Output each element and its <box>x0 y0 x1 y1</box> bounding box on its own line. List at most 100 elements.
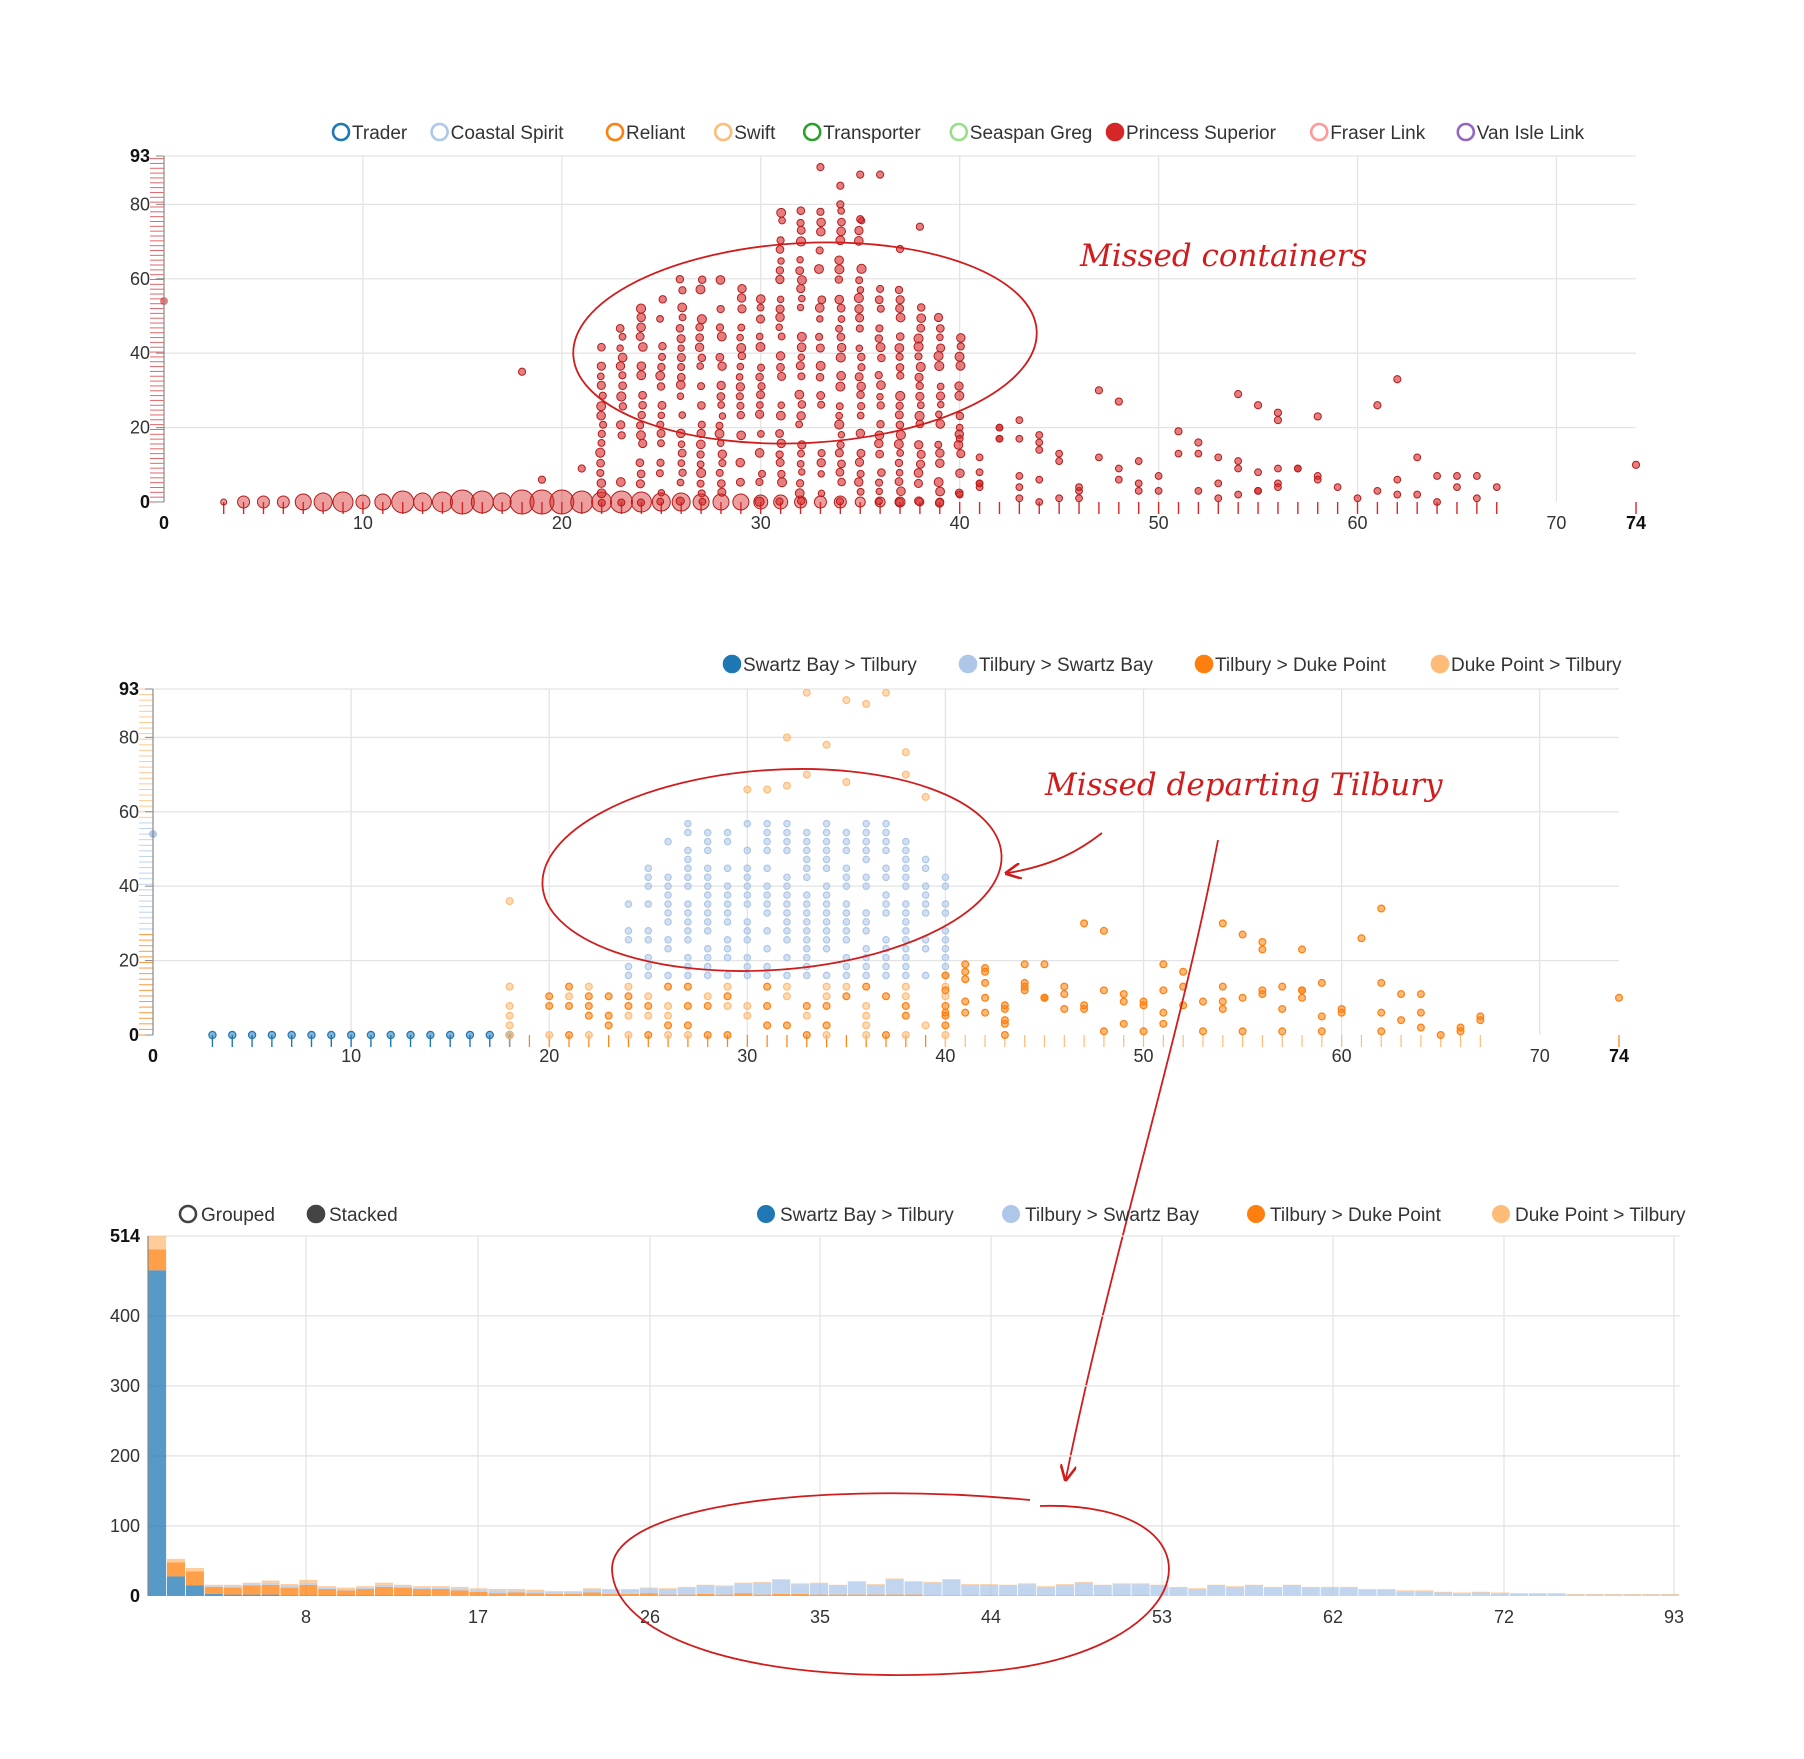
legend-item[interactable]: Tilbury > Swartz Bay <box>1002 1205 1200 1226</box>
data-point <box>584 992 593 1001</box>
legend-item[interactable]: Tilbury > Swartz Bay <box>958 654 1154 676</box>
legend-item[interactable]: Fraser Link <box>1309 122 1426 144</box>
data-point <box>743 882 752 890</box>
data-point <box>604 992 613 1001</box>
legend-item[interactable]: Coastal Spirit <box>430 122 565 144</box>
data-point <box>703 971 712 980</box>
data-point <box>465 1030 475 1040</box>
data-point <box>1055 494 1064 503</box>
legend-routes[interactable]: Swartz Bay > Tilbury Tilbury > Swartz Bay… <box>722 654 1622 676</box>
data-point <box>656 428 666 438</box>
data-point <box>697 489 706 498</box>
data-point <box>854 372 864 382</box>
data-point <box>862 855 870 864</box>
data-point <box>505 1021 514 1030</box>
legend-item[interactable]: Swartz Bay > Tilbury <box>757 1205 954 1226</box>
data-point <box>856 411 865 420</box>
bar <box>337 1590 356 1596</box>
data-point <box>723 837 732 846</box>
data-point <box>1060 1004 1069 1013</box>
bar <box>1036 1586 1056 1596</box>
data-point <box>862 699 871 708</box>
data-point <box>636 469 646 479</box>
bar <box>980 1595 999 1596</box>
data-point <box>862 1030 871 1039</box>
bar <box>393 1584 412 1587</box>
data-point <box>783 873 791 882</box>
data-point <box>1015 416 1024 425</box>
bar <box>1358 1589 1377 1596</box>
legend-item[interactable]: Tilbury > Duke Point <box>1194 654 1387 676</box>
data-point <box>775 429 784 438</box>
data-point <box>1453 483 1461 492</box>
legend-item[interactable]: Princess Superior <box>1105 122 1277 144</box>
bar <box>1396 1591 1415 1596</box>
data-point <box>834 255 844 266</box>
data-point <box>684 953 692 962</box>
bar <box>620 1593 639 1596</box>
data-point <box>596 458 605 468</box>
x-tick-label: 60 <box>1347 513 1367 533</box>
data-point <box>882 819 890 828</box>
data-point <box>617 352 628 363</box>
data-point <box>822 935 831 944</box>
legend-item[interactable]: Swift <box>713 122 776 144</box>
data-point <box>636 322 646 333</box>
data-point <box>935 419 946 429</box>
bar <box>620 1589 639 1594</box>
data-point <box>723 1030 732 1039</box>
data-point <box>895 363 905 372</box>
data-point <box>1274 464 1282 473</box>
data-point <box>834 264 845 275</box>
legend-item[interactable]: Duke Point > Tilbury <box>1430 654 1622 676</box>
legend-item[interactable]: Swartz Bay > Tilbury <box>722 654 917 676</box>
data-point <box>743 962 752 971</box>
bar <box>242 1584 261 1586</box>
legend-marker <box>331 122 351 142</box>
data-point <box>802 846 811 855</box>
data-point <box>723 864 732 873</box>
legend-item[interactable]: Tilbury > Duke Point <box>1247 1205 1442 1226</box>
data-point <box>577 464 586 473</box>
data-point <box>975 479 984 488</box>
legend-label: Reliant <box>626 123 686 144</box>
data-point <box>882 891 890 899</box>
legend-item[interactable]: Transporter <box>802 122 921 144</box>
data-point <box>854 496 866 508</box>
data-point <box>1258 990 1267 999</box>
bar <box>1415 1591 1434 1596</box>
data-point <box>684 846 692 855</box>
data-point <box>921 864 930 873</box>
bar <box>999 1595 1018 1596</box>
data-point <box>902 927 910 935</box>
mode-option-grouped[interactable]: Grouped <box>178 1204 275 1226</box>
data-point <box>1614 993 1623 1002</box>
mode-option-stacked[interactable]: Stacked <box>306 1204 398 1226</box>
legend-vessels[interactable]: Trader Coastal Spirit Reliant Swift Transpor… <box>331 122 1585 144</box>
data-point <box>635 458 645 468</box>
data-point <box>664 882 672 890</box>
data-point <box>677 448 687 458</box>
data-point <box>644 900 653 908</box>
legend-item[interactable]: Van Isle Link <box>1456 122 1585 144</box>
data-point <box>855 428 866 439</box>
data-point <box>735 477 745 487</box>
data-point <box>676 334 686 344</box>
data-point <box>756 390 766 400</box>
bar <box>677 1587 696 1595</box>
legend-item[interactable]: Seaspan Greg <box>949 122 1093 144</box>
legend-item[interactable]: Reliant <box>605 122 686 144</box>
mode-toggle[interactable]: Grouped Stacked <box>178 1204 398 1226</box>
data-point <box>703 837 712 846</box>
data-point <box>636 370 647 381</box>
bar <box>1036 1595 1056 1596</box>
bar <box>261 1584 280 1595</box>
legend-item[interactable]: Trader <box>331 122 408 144</box>
legend-marker <box>958 654 978 674</box>
data-point <box>933 312 944 323</box>
legend-item[interactable]: Duke Point > Tilbury <box>1492 1205 1686 1226</box>
legend-marker <box>722 654 742 674</box>
data-point <box>763 962 771 971</box>
legend-routes[interactable]: Swartz Bay > Tilbury Tilbury > Swartz Bay… <box>757 1205 1686 1226</box>
data-point <box>822 740 831 749</box>
